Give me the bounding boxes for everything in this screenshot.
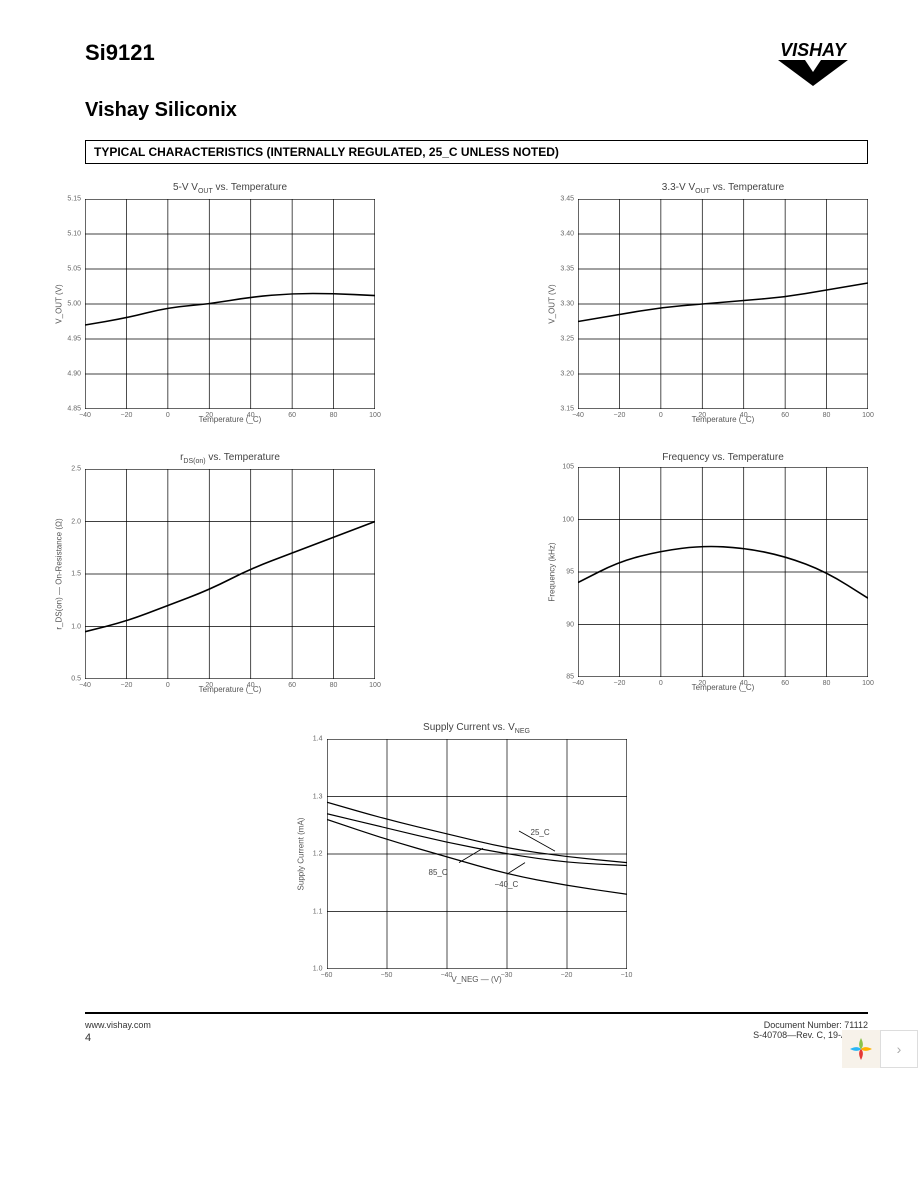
y-tick: 1.2 [313, 851, 327, 858]
x-tick: 20 [205, 409, 213, 419]
footer-url: www.vishay.com [85, 1020, 151, 1030]
vishay-logo: VISHAY [758, 40, 868, 91]
subtitle: Vishay Siliconix [85, 99, 868, 122]
section-title: TYPICAL CHARACTERISTICS (INTERNALLY REGU… [85, 140, 868, 164]
y-tick: 2.0 [71, 518, 85, 525]
x-tick: −30 [501, 969, 513, 979]
palette-icon[interactable] [842, 1030, 880, 1068]
y-tick: 1.3 [313, 793, 327, 800]
y-tick: 3.25 [560, 336, 578, 343]
y-tick: 2.5 [71, 466, 85, 473]
y-tick: 5.10 [67, 231, 85, 238]
y-tick: 95 [566, 569, 578, 576]
annotation: 25_C [531, 828, 550, 837]
footer: www.vishay.com 4 Document Number: 71112 … [85, 1020, 868, 1044]
footer-docnum: Document Number: 71112 [753, 1020, 868, 1030]
y-tick: 90 [566, 621, 578, 628]
x-tick: −60 [321, 969, 333, 979]
x-tick: 100 [369, 409, 381, 419]
x-tick: 80 [823, 409, 831, 419]
x-tick: 40 [247, 409, 255, 419]
x-tick: 60 [288, 679, 296, 689]
x-tick: −40 [79, 679, 91, 689]
y-tick: 100 [562, 516, 578, 523]
x-tick: −20 [613, 409, 625, 419]
x-tick: −20 [120, 679, 132, 689]
y-tick: 105 [562, 464, 578, 471]
annotation: 85_C [429, 868, 448, 877]
chart-title: Frequency vs. Temperature [662, 452, 784, 463]
part-number: Si9121 [85, 40, 155, 66]
x-tick: 100 [862, 409, 874, 419]
x-tick: −40 [572, 409, 584, 419]
x-tick: 20 [698, 409, 706, 419]
y-tick: 1.5 [71, 571, 85, 578]
y-axis-label: r_DS(on) — On-Resistance (Ω) [55, 518, 64, 629]
x-tick: 60 [781, 409, 789, 419]
x-tick: −20 [120, 409, 132, 419]
y-axis-label: Supply Current (mA) [296, 818, 305, 891]
x-tick: 60 [288, 409, 296, 419]
y-axis-label: V_OUT (V) [548, 284, 557, 323]
next-arrow[interactable]: › [880, 1030, 918, 1068]
y-tick: 1.0 [71, 623, 85, 630]
x-tick: 60 [781, 677, 789, 687]
x-tick: 80 [330, 409, 338, 419]
x-tick: 20 [205, 679, 213, 689]
chart-title: rDS(on) vs. Temperature [180, 452, 280, 465]
y-tick: 4.95 [67, 336, 85, 343]
x-tick: −40 [572, 677, 584, 687]
x-tick: −40 [79, 409, 91, 419]
x-tick: 0 [166, 409, 170, 419]
x-tick: 20 [698, 677, 706, 687]
x-tick: 100 [369, 679, 381, 689]
chart-c5: Supply Current vs. VNEGSupply Current (m… [327, 722, 627, 984]
x-tick: −50 [381, 969, 393, 979]
x-tick: −20 [613, 677, 625, 687]
y-tick: 4.90 [67, 371, 85, 378]
chart-c1: 5-V VOUT vs. TemperatureV_OUT (V)4.854.9… [85, 182, 375, 424]
y-tick: 3.20 [560, 371, 578, 378]
svg-text:VISHAY: VISHAY [780, 40, 848, 60]
chart-title: Supply Current vs. VNEG [423, 722, 530, 735]
y-tick: 1.1 [313, 908, 327, 915]
x-tick: −20 [561, 969, 573, 979]
y-tick: 5.05 [67, 266, 85, 273]
x-tick: 80 [330, 679, 338, 689]
x-tick: 80 [823, 677, 831, 687]
annotation: −40_C [495, 880, 519, 889]
x-tick: 40 [247, 679, 255, 689]
chart-c2: 3.3-V VOUT vs. TemperatureV_OUT (V)3.153… [578, 182, 868, 424]
x-tick: 0 [659, 677, 663, 687]
x-tick: 100 [862, 677, 874, 687]
footer-rule [85, 1012, 868, 1014]
chart-title: 3.3-V VOUT vs. Temperature [662, 182, 784, 195]
y-tick: 3.40 [560, 231, 578, 238]
y-tick: 3.45 [560, 196, 578, 203]
x-tick: −10 [621, 969, 633, 979]
page-number: 4 [85, 1032, 151, 1044]
x-tick: 40 [740, 677, 748, 687]
x-tick: 0 [166, 679, 170, 689]
y-axis-label: V_OUT (V) [55, 284, 64, 323]
y-tick: 5.00 [67, 301, 85, 308]
x-tick: 40 [740, 409, 748, 419]
chart-c4: Frequency vs. TemperatureFrequency (kHz)… [578, 452, 868, 694]
y-tick: 5.15 [67, 196, 85, 203]
y-tick: 3.30 [560, 301, 578, 308]
chart-c3: rDS(on) vs. Temperaturer_DS(on) — On-Res… [85, 452, 375, 694]
y-axis-label: Frequency (kHz) [548, 542, 557, 601]
x-tick: 0 [659, 409, 663, 419]
side-widget: › [842, 1030, 918, 1068]
y-tick: 3.35 [560, 266, 578, 273]
x-tick: −40 [441, 969, 453, 979]
chart-title: 5-V VOUT vs. Temperature [173, 182, 287, 195]
y-tick: 1.4 [313, 736, 327, 743]
x-axis-label: V_NEG — (V) [451, 975, 501, 984]
